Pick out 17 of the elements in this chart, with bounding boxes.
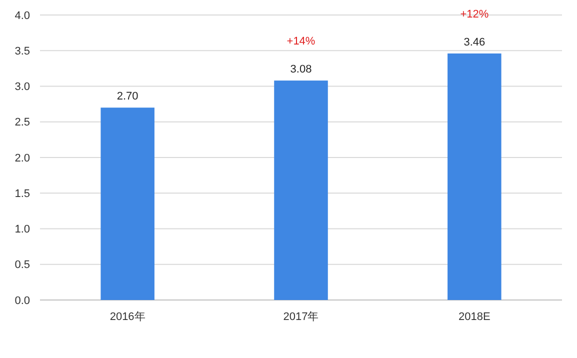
y-tick-label: 0.5: [14, 259, 30, 272]
y-tick-label: 3.5: [14, 45, 30, 58]
y-tick-label: 1.0: [14, 224, 30, 236]
data-label: 3.08: [290, 64, 312, 76]
x-tick-label: 2017年: [283, 311, 319, 323]
y-tick-label: 2.5: [14, 116, 30, 129]
y-tick-label: 4.0: [14, 10, 30, 22]
y-tick-label: 3.0: [14, 81, 30, 94]
annotation: +14%: [286, 36, 316, 48]
x-tick-label: 2018E: [458, 311, 490, 323]
y-tick-label: 1.5: [14, 188, 30, 200]
y-tick-label: 0.0: [14, 294, 30, 307]
data-label: 3.46: [464, 36, 486, 48]
y-tick-label: 2.0: [14, 152, 30, 164]
data-label: 2.70: [116, 90, 138, 103]
annotation: +12%: [460, 8, 489, 20]
x-tick-label: 2016年: [110, 311, 146, 323]
